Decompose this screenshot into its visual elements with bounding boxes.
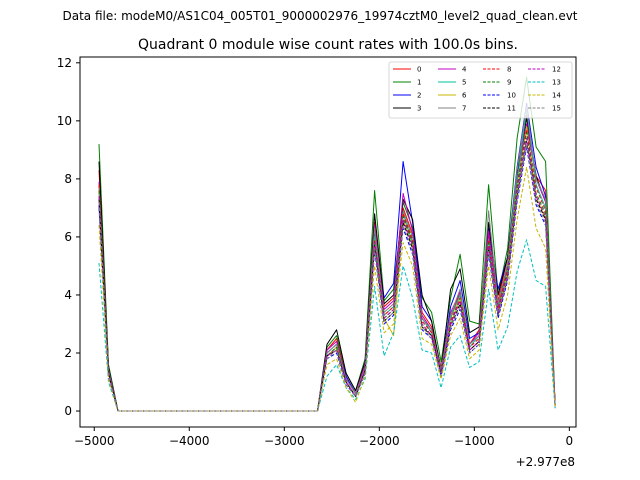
y-tick-label: 2 bbox=[64, 346, 72, 360]
legend-label-8: 8 bbox=[507, 66, 511, 74]
series-line-1 bbox=[98, 76, 556, 412]
x-tick-label: −4000 bbox=[169, 434, 210, 448]
series-line-14 bbox=[98, 166, 556, 412]
series-line-13 bbox=[98, 239, 556, 412]
legend-label-14: 14 bbox=[552, 92, 561, 100]
legend-label-4: 4 bbox=[462, 66, 467, 74]
series-lines bbox=[98, 76, 556, 412]
chart-title: Quadrant 0 module wise count rates with … bbox=[138, 37, 518, 53]
x-tick-label: −3000 bbox=[264, 434, 305, 448]
y-tick-label: 6 bbox=[64, 230, 72, 244]
series-line-10 bbox=[98, 146, 556, 412]
legend-label-9: 9 bbox=[507, 79, 511, 87]
legend-label-2: 2 bbox=[417, 92, 421, 100]
legend-label-6: 6 bbox=[462, 92, 467, 100]
legend-label-5: 5 bbox=[462, 79, 466, 87]
x-offset-label: +2.977e8 bbox=[516, 455, 575, 469]
legend-label-3: 3 bbox=[417, 105, 421, 113]
legend-label-1: 1 bbox=[417, 79, 421, 87]
x-tick-label: 0 bbox=[566, 434, 574, 448]
y-tick-label: 12 bbox=[57, 56, 72, 70]
legend-label-10: 10 bbox=[507, 92, 516, 100]
x-tick-label: −5000 bbox=[74, 434, 115, 448]
legend-label-12: 12 bbox=[552, 66, 561, 74]
y-axis: 0 2 4 6 8 10 12 bbox=[57, 56, 80, 418]
legend-label-13: 13 bbox=[552, 79, 561, 87]
x-axis: −5000 −4000 −3000 −2000 −1000 0 bbox=[74, 427, 573, 448]
plot-area bbox=[98, 76, 556, 412]
figure-suptitle: Data file: modeM0/AS1C04_005T01_90000029… bbox=[62, 9, 577, 23]
axes-frame bbox=[79, 56, 577, 428]
legend-label-11: 11 bbox=[507, 105, 516, 113]
legend-label-15: 15 bbox=[552, 105, 561, 113]
series-line-15 bbox=[98, 143, 556, 412]
y-tick-label: 8 bbox=[64, 172, 72, 186]
x-tick-label: −1000 bbox=[454, 434, 495, 448]
legend-frame bbox=[388, 61, 573, 119]
legend-label-7: 7 bbox=[462, 105, 466, 113]
y-tick-label: 0 bbox=[64, 404, 72, 418]
legend-label-0: 0 bbox=[417, 66, 421, 74]
x-tick-label: −2000 bbox=[359, 434, 400, 448]
y-tick-label: 10 bbox=[57, 114, 72, 128]
y-tick-label: 4 bbox=[64, 288, 72, 302]
